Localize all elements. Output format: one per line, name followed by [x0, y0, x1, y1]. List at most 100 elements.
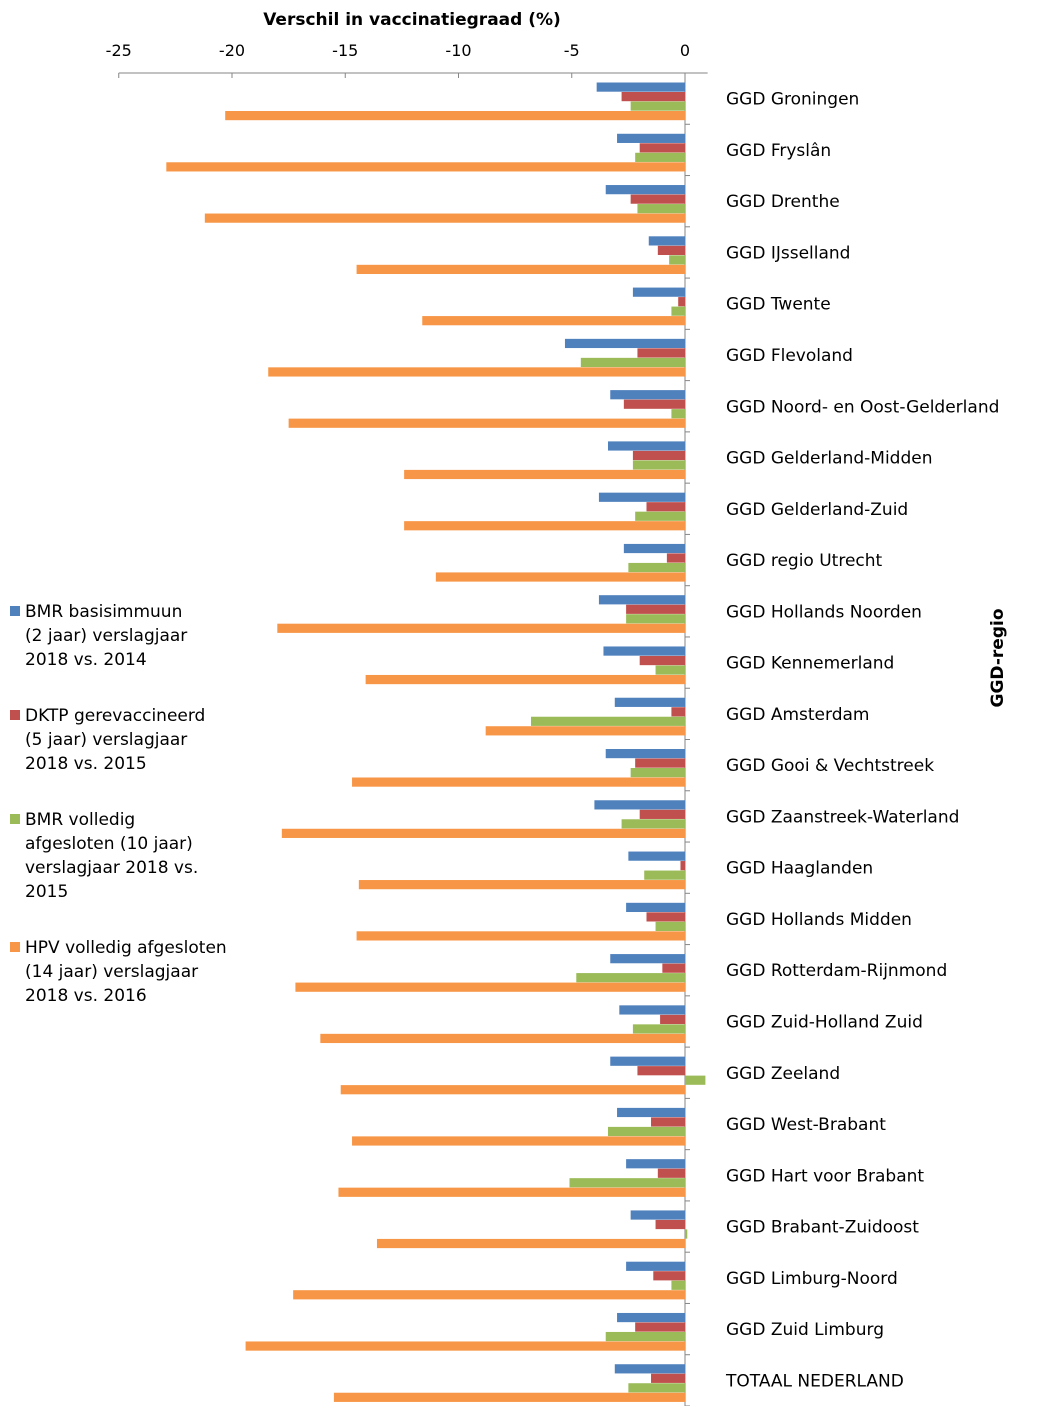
bar	[626, 604, 685, 614]
x-tick-label: -25	[106, 41, 132, 60]
bar	[594, 800, 685, 810]
bar	[637, 204, 685, 214]
category-label: GGD Haaglanden	[726, 859, 873, 879]
bar	[614, 1364, 685, 1374]
bar	[626, 902, 685, 913]
bar	[685, 1075, 706, 1085]
bar	[607, 1126, 685, 1137]
bar	[610, 390, 685, 400]
legend-item: BMR basisimmuun (2 jaar) verslagjaar 201…	[10, 600, 260, 672]
category-label: GGD Zaanstreek-Waterland	[726, 807, 959, 827]
bar	[225, 111, 685, 121]
bar	[632, 287, 685, 297]
bar	[605, 749, 685, 759]
bar	[603, 646, 685, 656]
y-axis-title: GGD-regio	[988, 609, 1008, 708]
category-label: TOTAAL NEDERLAND	[725, 1371, 904, 1391]
category-label: GGD Fryslân	[726, 141, 831, 161]
bar	[564, 338, 685, 349]
chart-title: Verschil in vaccinatiegraad (%)	[263, 10, 561, 30]
bar	[630, 768, 685, 778]
x-tick-label: -5	[564, 41, 580, 60]
bar	[596, 82, 685, 92]
category-label: GGD Noord- en Oost-Gelderland	[726, 397, 999, 417]
category-label: GGD Brabant-Zuidoost	[726, 1218, 919, 1238]
category-label: GGD Groningen	[726, 90, 859, 110]
bar	[569, 1178, 685, 1188]
bar	[293, 1290, 685, 1300]
legend-swatch	[10, 710, 20, 720]
bar	[637, 1066, 685, 1076]
bar	[580, 357, 685, 368]
legend-label: HPV volledig afgesloten (14 jaar) versla…	[25, 938, 227, 1006]
bar	[653, 1271, 685, 1281]
bar	[245, 1341, 685, 1351]
category-label: GGD Kennemerland	[726, 654, 894, 674]
bar	[610, 954, 685, 964]
bar	[621, 92, 685, 102]
bar	[352, 777, 685, 787]
bar	[635, 511, 685, 521]
bar	[422, 316, 685, 326]
bar	[338, 1187, 685, 1197]
bar	[619, 1005, 685, 1015]
category-label: GGD Hart voor Brabant	[726, 1166, 924, 1186]
bar	[632, 1024, 685, 1034]
bar	[320, 1033, 685, 1044]
bar	[648, 236, 685, 246]
bar	[669, 255, 685, 265]
bar	[435, 572, 685, 582]
bar	[685, 1229, 688, 1239]
bar	[281, 828, 685, 838]
bar	[639, 655, 685, 666]
bar	[651, 1117, 685, 1127]
category-label: GGD Zeeland	[726, 1064, 840, 1084]
bar	[626, 1261, 685, 1271]
bar	[617, 1107, 685, 1118]
bars	[166, 82, 706, 1402]
category-label: GGD Gelderland-Midden	[726, 449, 932, 469]
bar	[358, 880, 685, 890]
category-labels: GGD Groningen GGD Fryslân GGD Drenthe GGD I…	[725, 90, 999, 1392]
bar	[621, 819, 685, 829]
category-label: GGD Gelderland-Zuid	[726, 500, 908, 520]
bar	[671, 409, 685, 419]
bar	[657, 1168, 685, 1178]
legend-label: DKTP gerevaccineerd (5 jaar) verslagjaar…	[25, 706, 206, 774]
bar	[635, 152, 685, 162]
bar	[607, 441, 685, 451]
category-label: GGD Amsterdam	[726, 705, 869, 725]
category-label: GGD Hollands Midden	[726, 910, 912, 930]
bar	[576, 973, 685, 983]
bar	[617, 133, 685, 143]
bar	[657, 245, 685, 256]
bar	[644, 870, 685, 880]
bar	[655, 1219, 685, 1230]
bar	[295, 982, 685, 992]
bar	[365, 674, 685, 685]
bar	[646, 912, 685, 922]
bar	[614, 697, 685, 707]
bar	[204, 213, 685, 223]
legend: BMR basisimmuun (2 jaar) verslagjaar 201…	[10, 600, 260, 1040]
bar	[655, 665, 685, 675]
bar	[268, 367, 685, 377]
bar	[630, 101, 685, 111]
bar	[617, 1312, 685, 1323]
bar	[598, 595, 685, 605]
bar	[655, 921, 685, 932]
category-label: GGD Twente	[726, 295, 831, 315]
bar	[628, 562, 685, 573]
bar	[340, 1085, 685, 1095]
bar	[630, 1210, 685, 1220]
bar	[376, 1238, 685, 1249]
bar	[628, 851, 685, 861]
bar	[404, 469, 685, 480]
bar	[610, 1056, 685, 1066]
bar	[598, 492, 685, 502]
bar	[632, 460, 685, 470]
bar	[666, 553, 685, 563]
x-tick-label: 0	[680, 41, 690, 60]
bar	[662, 963, 685, 973]
bar	[628, 1383, 685, 1393]
